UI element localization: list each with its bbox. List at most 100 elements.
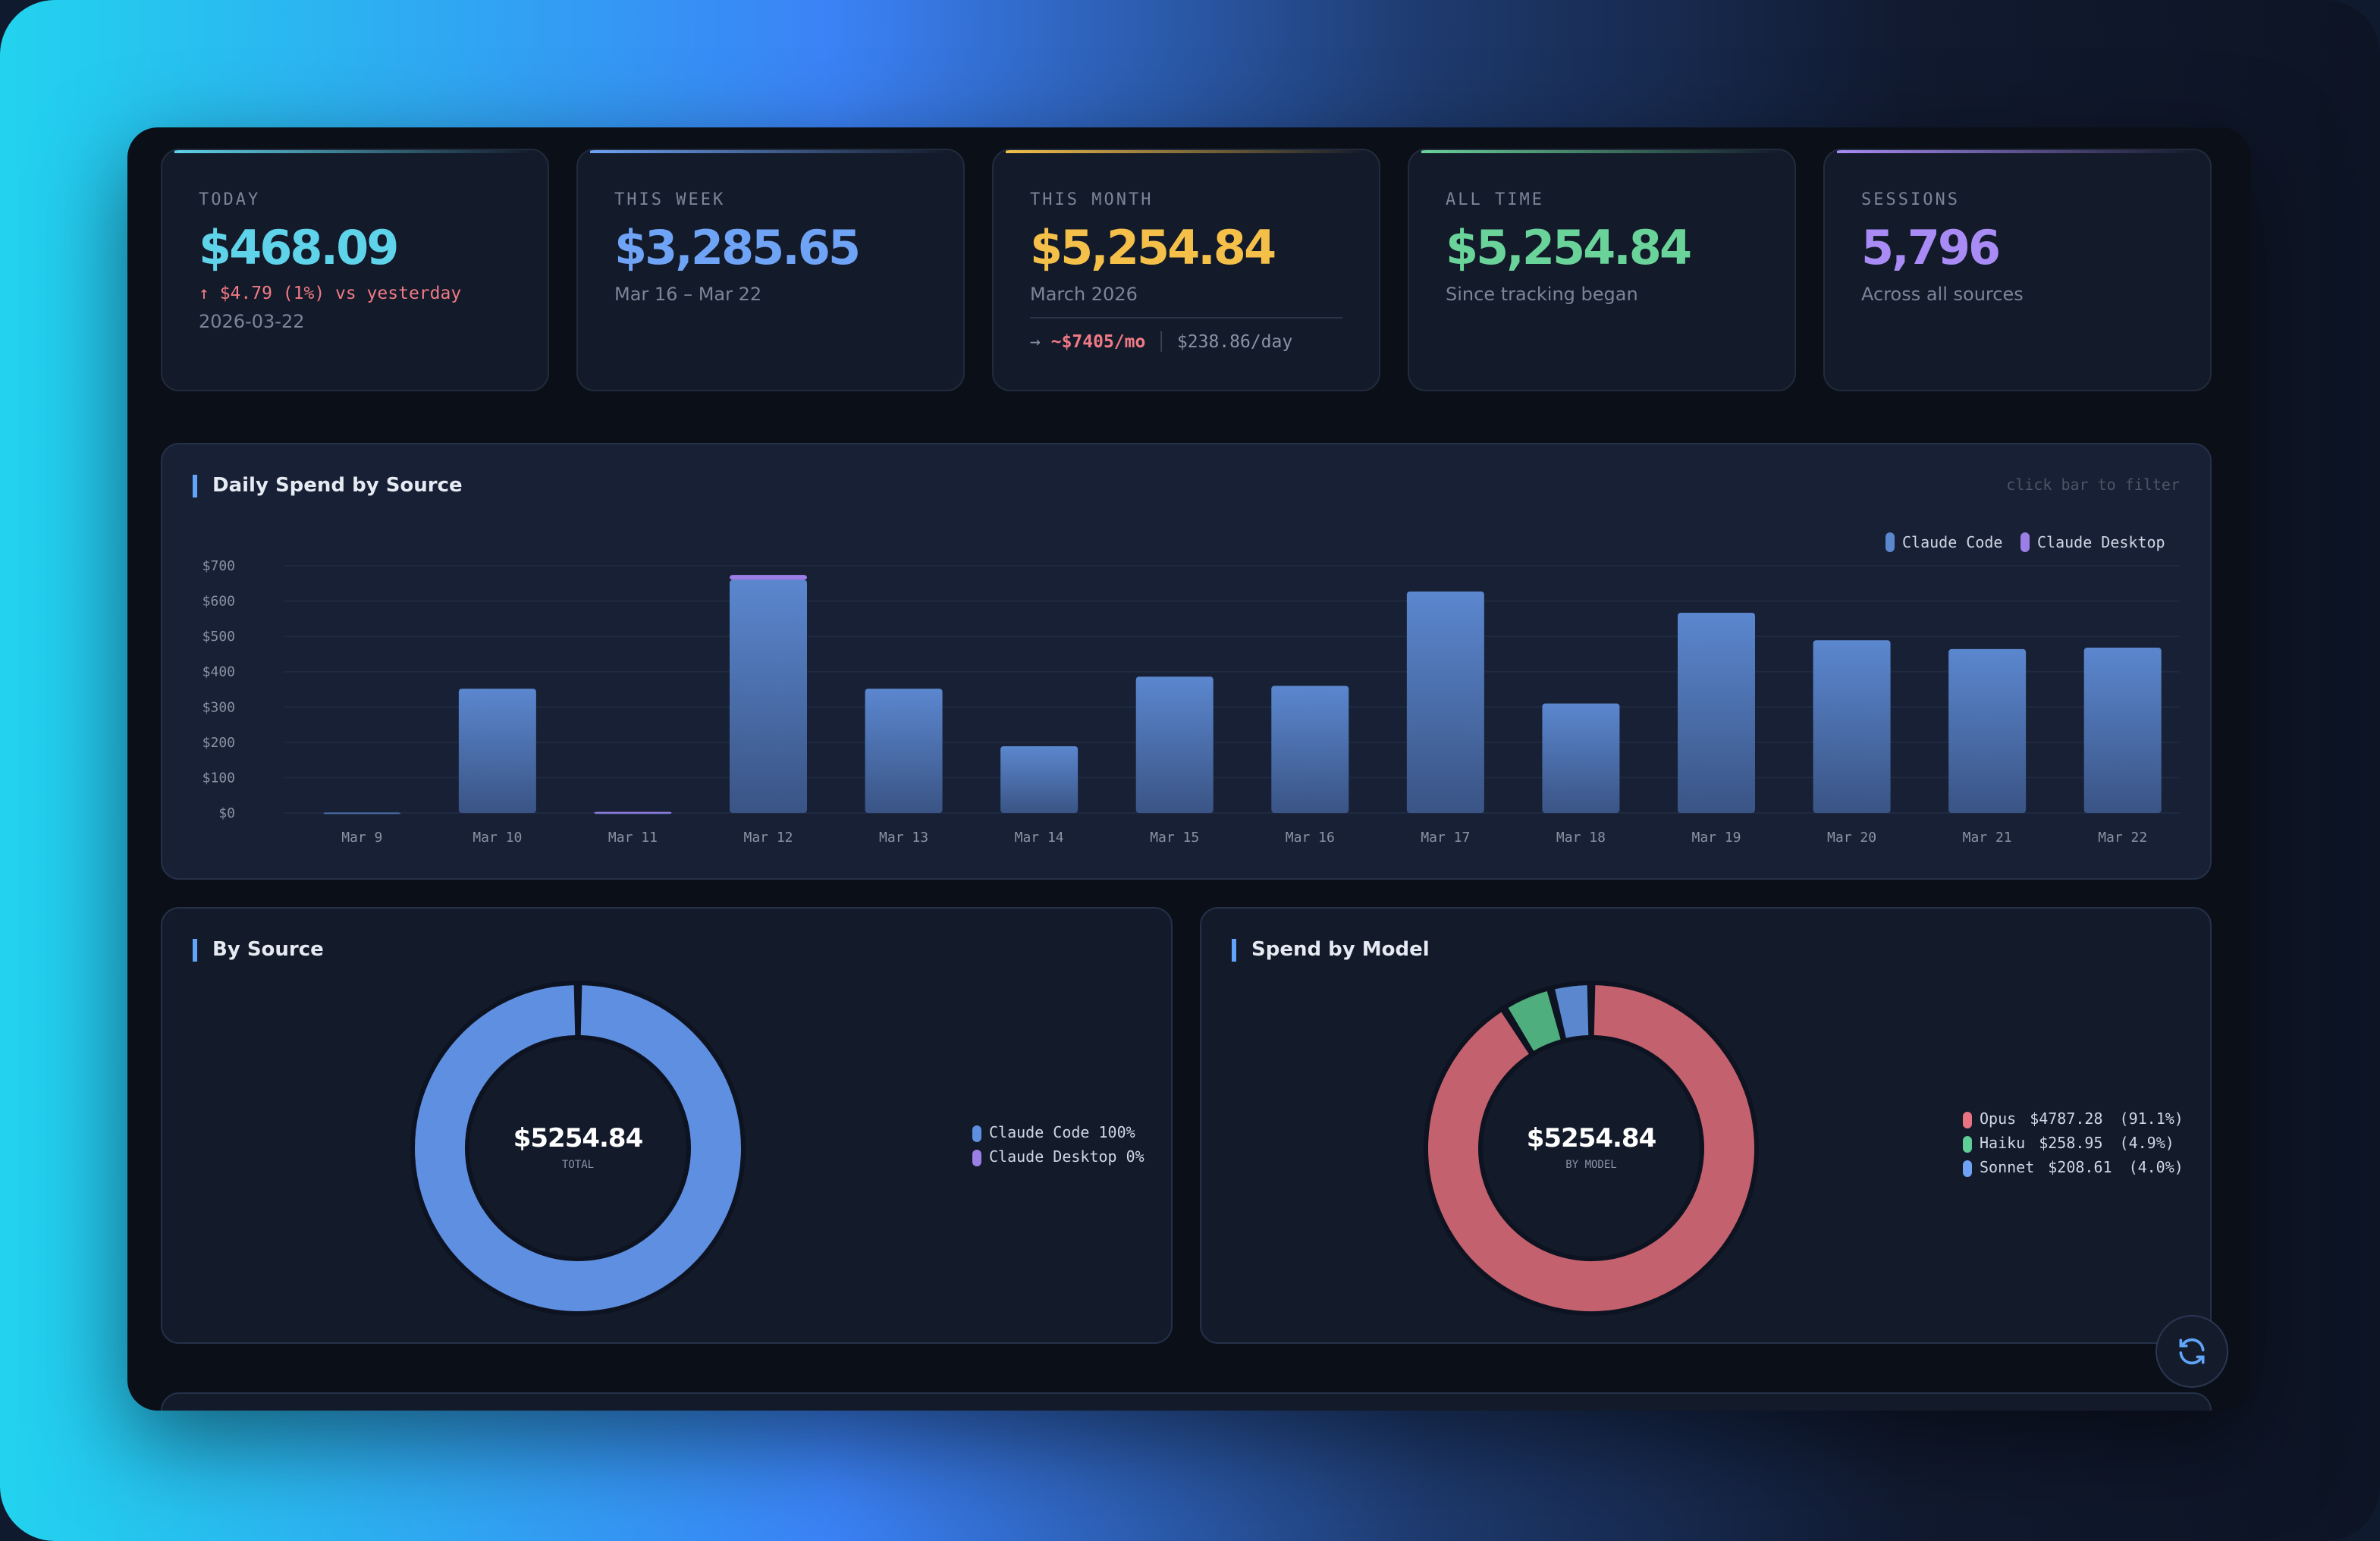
bar-claude-code[interactable]: [1678, 612, 1755, 813]
x-tick-label: Mar 14: [1015, 830, 1064, 846]
y-tick-label: $500: [203, 629, 235, 645]
donut-segment-haiku[interactable]: [1508, 991, 1562, 1052]
legend-swatch: [1963, 1136, 1972, 1153]
bar-claude-code[interactable]: [1813, 640, 1891, 813]
daily-bar-chart: $0 $100 $200 $300 $400 $500 $600 $700 Mar 9 Mar 1…: [203, 532, 2180, 846]
model-name: Sonnet: [1980, 1160, 2035, 1177]
y-tick-label: $300: [203, 699, 235, 715]
panel-title: By Source: [193, 939, 324, 962]
bar-claude-code[interactable]: [1000, 745, 1079, 813]
monthly-projection: ~$7405/mo: [1050, 331, 1146, 352]
card-subtext: Since tracking began: [1446, 284, 1638, 305]
card-label: TODAY: [199, 190, 261, 209]
legend-label: Claude Code 100%: [989, 1125, 1135, 1142]
model-amount: $208.61: [2048, 1160, 2112, 1177]
legend-swatch: [1963, 1160, 1972, 1177]
legend-label[interactable]: Claude Code: [1902, 533, 2002, 551]
model-name: Haiku: [1980, 1136, 2026, 1153]
bar-claude-code[interactable]: [323, 812, 401, 814]
card-value: $5,254.84: [1446, 221, 1692, 276]
arrow-icon: →: [1030, 331, 1051, 352]
x-tick-label: Mar 9: [341, 830, 382, 846]
donut-segment-sonnet[interactable]: [1555, 985, 1590, 1038]
model-amount: $258.95: [2039, 1136, 2103, 1153]
bar-claude-code[interactable]: [1271, 686, 1349, 813]
card-subtext: 2026-03-22: [199, 311, 305, 332]
legend-label: Claude Desktop 0%: [989, 1150, 1144, 1166]
legend-swatch: [1963, 1112, 1972, 1128]
card-value: $468.09: [199, 221, 399, 276]
model-percent: (4.0%): [2128, 1160, 2184, 1177]
stat-card: TODAY $468.09 ↑ $4.79 (1%) vs yesterday 20…: [161, 149, 549, 391]
legend-item[interactable]: Sonnet $208.61 (4.0%): [1963, 1160, 2184, 1177]
card-delta: ↑ $4.79 (1%) vs yesterday: [199, 282, 462, 303]
bar-claude-code[interactable]: [458, 689, 536, 813]
legend-label[interactable]: Claude Desktop: [2037, 533, 2165, 551]
model-percent: (91.1%): [2119, 1112, 2184, 1128]
x-tick-label: Mar 15: [1150, 830, 1199, 846]
bar-claude-code[interactable]: [2083, 648, 2162, 813]
card-subtext: Across all sources: [1861, 284, 2024, 305]
card-value: $5,254.84: [1030, 221, 1276, 276]
stat-card: THIS WEEK $3,285.65 Mar 16 – Mar 22: [576, 149, 965, 391]
panel-title: Spend by Model: [1232, 939, 1430, 962]
refresh-button[interactable]: [2156, 1315, 2228, 1388]
card-subtext: March 2026: [1030, 284, 1138, 305]
x-tick-label: Mar 20: [1827, 830, 1876, 846]
x-tick-label: Mar 13: [879, 830, 928, 846]
legend-item[interactable]: Opus $4787.28 (91.1%): [1963, 1112, 2184, 1128]
x-tick-label: Mar 10: [473, 830, 522, 846]
bar-claude-code[interactable]: [1135, 676, 1214, 813]
bar-claude-code[interactable]: [1542, 703, 1620, 813]
legend-swatch: [972, 1150, 981, 1166]
y-tick-label: $100: [203, 770, 235, 786]
bar-claude-code[interactable]: [730, 579, 807, 813]
bar-claude-code[interactable]: [1406, 591, 1484, 813]
y-tick-label: $0: [218, 805, 235, 821]
x-tick-label: Mar 16: [1286, 830, 1335, 846]
donut-center-label: BY MODEL: [1565, 1159, 1617, 1171]
y-tick-label: $400: [203, 664, 235, 680]
bar-claude-desktop[interactable]: [730, 575, 807, 580]
x-tick-label: Mar 12: [743, 830, 793, 846]
donut-center-value: $5254.84: [1526, 1124, 1657, 1154]
model-percent: (4.9%): [2119, 1136, 2174, 1153]
by-model-panel: Spend by Model $5254.84 BY MODEL Opus $47…: [1200, 907, 2212, 1344]
x-tick-label: Mar 22: [2098, 830, 2147, 846]
x-tick-label: Mar 11: [608, 830, 658, 846]
source-donut: [410, 981, 746, 1316]
x-tick-label: Mar 21: [1963, 830, 2012, 846]
legend-swatch: [2020, 532, 2030, 552]
legend-item[interactable]: Haiku $258.95 (4.9%): [1963, 1136, 2184, 1153]
legend-swatch: [1885, 532, 1895, 552]
y-tick-label: $600: [203, 594, 235, 610]
next-panel: [161, 1392, 2212, 1411]
refresh-icon: [2179, 1338, 2205, 1365]
y-tick-label: $200: [203, 735, 235, 751]
daily-spend-panel: Daily Spend by Source click bar to filte…: [161, 443, 2212, 880]
legend-item[interactable]: Claude Desktop 0%: [972, 1150, 1144, 1166]
card-label: THIS MONTH: [1030, 190, 1154, 209]
stat-card: SESSIONS 5,796 Across all sources: [1823, 149, 2212, 391]
bar-claude-desktop[interactable]: [594, 811, 672, 814]
card-label: THIS WEEK: [614, 190, 726, 209]
legend-swatch: [972, 1125, 981, 1142]
card-value: 5,796: [1861, 221, 2001, 276]
donut-center-label: TOTAL: [561, 1159, 595, 1171]
card-value: $3,285.65: [614, 221, 861, 276]
stat-card: ALL TIME $5,254.84 Since tracking began: [1408, 149, 1796, 391]
donut-center-value: $5254.84: [513, 1124, 644, 1154]
donut-segment-claude-code[interactable]: [415, 985, 741, 1311]
model-donut: [1424, 981, 1759, 1316]
card-label: ALL TIME: [1446, 190, 1544, 209]
bar-claude-code[interactable]: [865, 689, 943, 813]
card-label: SESSIONS: [1861, 190, 1960, 209]
dashboard-window: TODAY $468.09 ↑ $4.79 (1%) vs yesterday 20…: [127, 127, 2251, 1411]
card-subtext: Mar 16 – Mar 22: [614, 284, 762, 305]
donut-segment-opus[interactable]: [1428, 985, 1754, 1311]
stat-card: THIS MONTH $5,254.84 March 2026 → ~$7405/m…: [992, 149, 1380, 391]
legend-item[interactable]: Claude Code 100%: [972, 1125, 1144, 1142]
filter-hint: click bar to filter: [2006, 478, 2180, 494]
bar-claude-code[interactable]: [1948, 648, 2027, 813]
